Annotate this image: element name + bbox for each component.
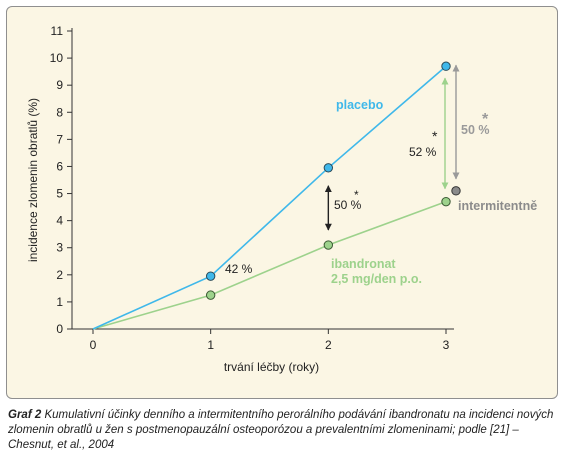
y-tick-label: 7 — [56, 132, 63, 146]
x-tick-label: 2 — [325, 338, 332, 352]
chart-panel — [6, 6, 558, 399]
annotation-star: * — [354, 188, 359, 202]
annotation-star: * — [482, 111, 489, 128]
x-axis-label: trvání léčby (roky) — [224, 360, 319, 374]
y-tick-label: 4 — [56, 214, 63, 228]
ibandronat-label-line1: ibandronat — [331, 257, 396, 271]
ibandronat-point — [441, 196, 451, 207]
series-lines — [92, 65, 447, 330]
caption-label: Graf 2 — [8, 409, 42, 421]
y-tick-label: 3 — [56, 241, 63, 255]
y-tick-label: 1 — [56, 295, 63, 309]
ibandronat-line — [92, 200, 447, 330]
x-tick-label: 0 — [90, 338, 97, 352]
annotation-42: 42 % — [225, 262, 253, 276]
placebo-label: placebo — [336, 98, 384, 112]
y-tick-label: 5 — [56, 187, 63, 201]
figure-caption: Graf 2 Kumulativní účinky denního a inte… — [8, 408, 560, 453]
intermittent-label: intermitentně — [458, 199, 537, 213]
x-tick-label: 3 — [443, 338, 450, 352]
y-axis-label: incidence zlomenin obratlů (%) — [26, 98, 40, 262]
data-points — [205, 61, 461, 300]
annotation-50-intermittent: 50 % — [461, 123, 490, 137]
x-tick-label: 1 — [207, 338, 214, 352]
caption-text: Kumulativní účinky denního a intermitent… — [8, 409, 554, 451]
y-tick-label: 8 — [56, 105, 63, 119]
y-tick-label: 0 — [56, 322, 63, 336]
difference-arrows — [324, 64, 460, 231]
chart: 0 1 2 3 4 5 6 7 8 9 10 11 0 1 2 3 trvání léčby (roky) inc… — [26, 24, 537, 374]
ibandronat-point — [323, 240, 334, 250]
placebo-point — [323, 163, 334, 173]
annotation-50-year2: 50 % — [334, 198, 362, 212]
placebo-point — [441, 61, 451, 71]
annotation-star: * — [432, 128, 438, 144]
placebo-point — [205, 271, 216, 281]
ibandronat-label-line2: 2,5 mg/den p.o. — [331, 272, 422, 286]
y-tick-label: 9 — [56, 78, 63, 92]
y-tick-label: 10 — [50, 51, 64, 65]
y-tick-label: 11 — [51, 24, 64, 38]
y-tick-label: 6 — [56, 159, 63, 173]
placebo-line — [92, 65, 447, 330]
y-tick-label: 2 — [56, 268, 63, 282]
annotation-52: 52 % — [409, 145, 437, 159]
intermittent-point — [451, 186, 461, 196]
axes: 0 1 2 3 4 5 6 7 8 9 10 11 0 1 2 3 trvání léčby (roky) inc… — [26, 24, 454, 374]
ibandronat-point — [205, 290, 216, 300]
